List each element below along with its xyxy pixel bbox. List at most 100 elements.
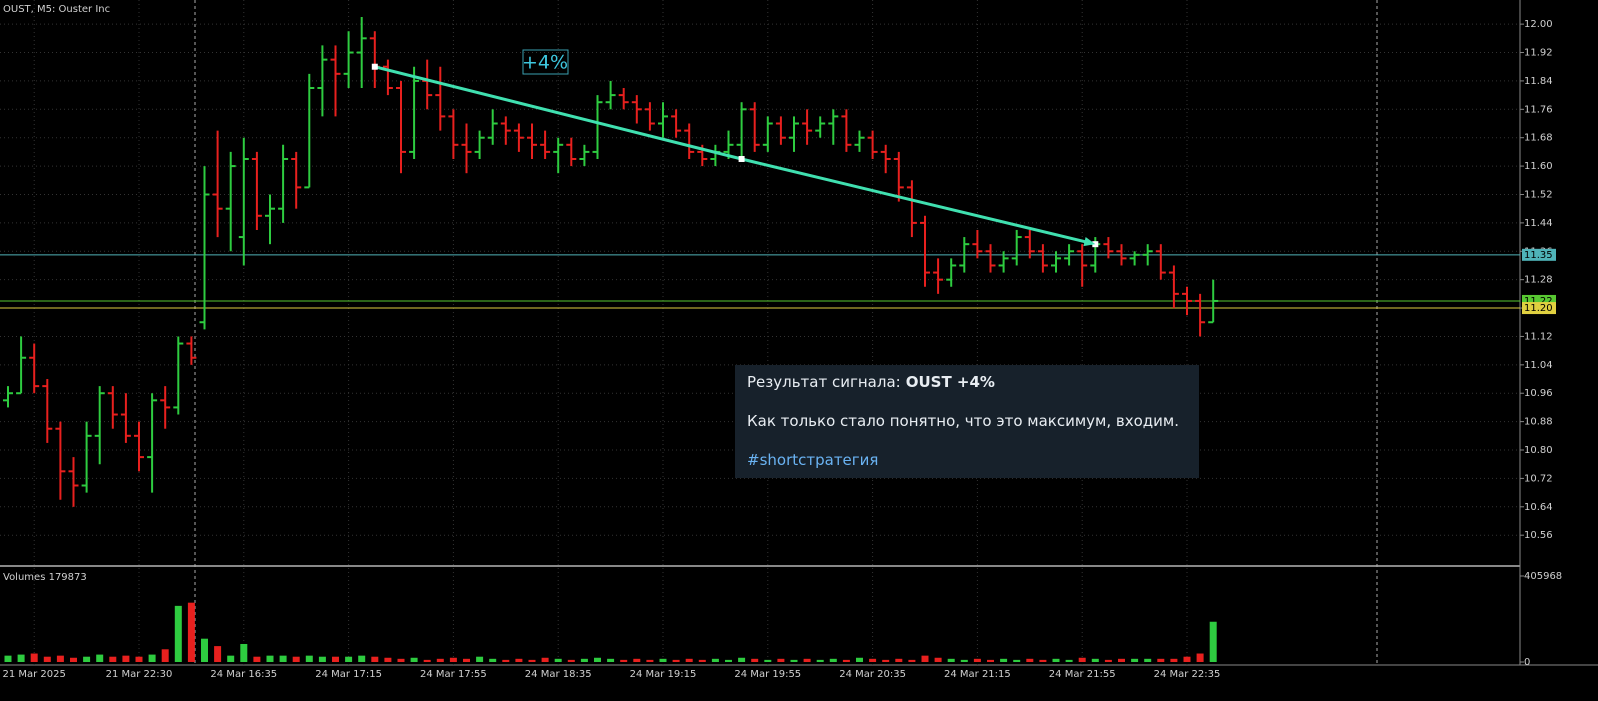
volume-bar	[816, 659, 824, 662]
y-tick-label: 11.44	[1524, 218, 1553, 229]
y-tick-label: 11.76	[1524, 104, 1553, 115]
volume-bar	[56, 655, 64, 662]
x-tick-label: 24 Mar 17:55	[420, 669, 487, 680]
volume-bar	[1065, 659, 1073, 662]
volume-bar	[1157, 658, 1165, 662]
y-tick-label: 11.92	[1524, 48, 1553, 59]
volume-bar	[161, 649, 169, 662]
volume-bar	[646, 659, 654, 662]
price-level-box	[1522, 248, 1556, 261]
volume-bar	[594, 657, 601, 662]
volume-bar	[489, 658, 497, 662]
volume-bar	[201, 638, 208, 662]
volume-bar	[253, 656, 261, 662]
y-tick-label: 11.68	[1524, 133, 1553, 144]
volume-bar	[214, 646, 222, 662]
volume-bar	[947, 658, 955, 662]
y-tick-label: 10.64	[1524, 502, 1553, 513]
volume-bar	[1131, 658, 1139, 662]
volume-bar	[502, 659, 510, 662]
volume-bar	[777, 658, 785, 662]
volume-bar	[96, 654, 104, 662]
volume-bar	[803, 658, 811, 662]
volume-bar	[554, 658, 562, 662]
x-tick-label: 24 Mar 19:15	[630, 669, 697, 680]
volume-bar	[187, 602, 195, 662]
x-tick-label: 24 Mar 18:35	[525, 669, 592, 680]
volume-bar	[607, 658, 615, 662]
message-box: Результат сигнала: OUST +4% Как только ст…	[735, 365, 1199, 478]
price-level-label: 11.22	[1524, 296, 1553, 307]
volume-bar	[358, 655, 366, 662]
volume-bar	[371, 656, 379, 662]
volume-bar	[43, 656, 51, 662]
volume-bar	[1183, 656, 1191, 662]
volume-bar	[4, 655, 12, 662]
y-tick-label: 10.88	[1524, 417, 1553, 428]
x-tick-label: 24 Mar 19:55	[734, 669, 801, 680]
volume-bar	[266, 655, 274, 662]
volume-bar	[934, 657, 942, 662]
volume-bar	[279, 655, 287, 662]
message-text: Как только стало понятно, что это максим…	[747, 412, 1179, 430]
volume-bar	[1000, 658, 1008, 662]
volume-bar	[384, 657, 392, 662]
x-tick-label: 21 Mar 22:30	[106, 669, 173, 680]
volume-bar	[148, 654, 156, 662]
volume-bar	[725, 659, 732, 662]
y-tick-label: 11.04	[1524, 360, 1553, 371]
volume-bar	[895, 658, 903, 662]
volume-bar	[659, 658, 667, 662]
y-tick-label: 11.12	[1524, 331, 1553, 342]
volume-bar	[1196, 653, 1204, 662]
volume-bar	[449, 657, 457, 662]
message-bold: OUST +4%	[905, 373, 995, 391]
volume-bar	[1026, 658, 1034, 662]
volume-bar	[987, 659, 994, 662]
volume-bar	[528, 659, 536, 662]
price-level-label: 11.20	[1524, 303, 1553, 314]
message-line: Результат сигнала: OUST +4%	[747, 373, 1187, 391]
volume-bar	[30, 653, 38, 662]
x-tick-label: 24 Mar 21:15	[944, 669, 1011, 680]
volume-bar	[698, 659, 706, 662]
volume-bar	[960, 659, 968, 662]
volume-bar	[580, 658, 588, 662]
volume-bar	[109, 656, 117, 662]
volume-bar	[711, 658, 719, 662]
volume-bar	[620, 659, 628, 662]
volume-tick-label: 0	[1524, 657, 1530, 668]
volume-bar	[1052, 658, 1060, 662]
chart-title: OUST, M5: Ouster Inc	[3, 4, 110, 15]
x-tick-label: 24 Mar 20:35	[839, 669, 906, 680]
hashtag[interactable]: #shortстратегия	[747, 451, 879, 469]
y-tick-label: 10.72	[1524, 473, 1553, 484]
volume-bar	[869, 658, 877, 662]
price-level-box	[1522, 302, 1556, 315]
trend-point	[738, 155, 745, 162]
volume-tick-label: 405968	[1524, 571, 1562, 582]
x-tick-label: 24 Mar 21:55	[1049, 669, 1116, 680]
y-tick-label: 11.84	[1524, 76, 1553, 87]
price-level-label: 11.35	[1524, 250, 1553, 261]
volume-bar	[463, 658, 470, 662]
volume-bar	[410, 657, 418, 662]
volume-bar	[292, 656, 300, 662]
y-tick-label: 10.80	[1524, 445, 1553, 456]
message-prefix: Результат сигнала:	[747, 373, 901, 391]
volume-bar	[921, 655, 929, 662]
volume-bar	[515, 658, 523, 662]
volume-bar	[1091, 658, 1099, 662]
volume-bar	[17, 654, 25, 662]
volume-bar	[436, 658, 444, 662]
volume-bar	[240, 643, 248, 662]
volume-bar	[83, 656, 91, 662]
volume-bar	[397, 658, 405, 662]
volume-bar	[751, 658, 759, 662]
volume-bar	[856, 657, 863, 662]
volume-bar	[305, 655, 313, 662]
volume-bar	[882, 659, 890, 662]
volume-bar	[842, 659, 850, 662]
